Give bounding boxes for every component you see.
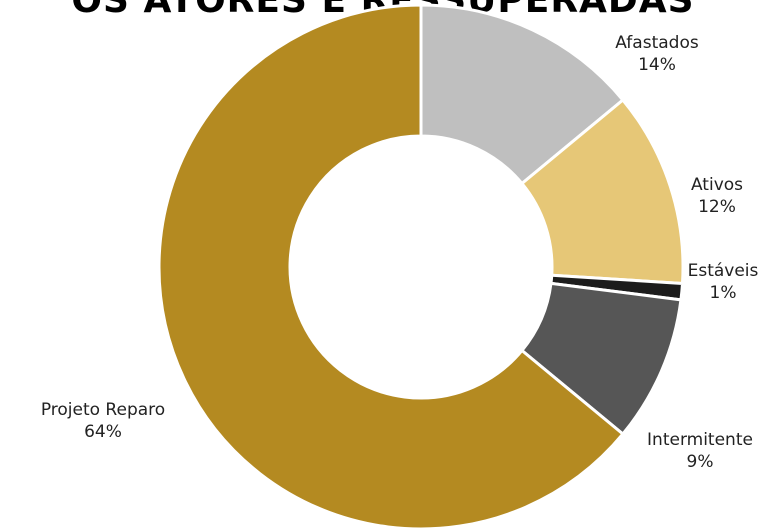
slice-percent-label: 9%	[687, 452, 714, 472]
slice-category-name: Ativos	[691, 175, 743, 195]
slice-label-projeto-reparo: Projeto Reparo 64%	[41, 400, 165, 442]
chart-slices	[157, 3, 685, 529]
slice-label-estáveis: Estáveis 1%	[688, 261, 759, 303]
slice-category-name: Estáveis	[688, 261, 759, 281]
slice-label-intermitente: Intermitente 9%	[647, 430, 753, 472]
slice-percent-label: 14%	[638, 55, 676, 75]
slice-category-name: Afastados	[615, 33, 699, 53]
chart-labels: Afastados 14% Ativos 12% Estáveis 1% Intermite…	[41, 33, 759, 472]
slice-afastados	[419, 3, 625, 185]
slice-category-name: Projeto Reparo	[41, 400, 165, 420]
slice-category-name: Intermitente	[647, 430, 753, 450]
slice-label-afastados: Afastados 14%	[615, 33, 699, 75]
slice-label-ativos: Ativos 12%	[691, 175, 743, 217]
slice-percent-label: 12%	[698, 197, 736, 217]
slice-percent-label: 64%	[84, 422, 122, 442]
slice-percent-label: 1%	[710, 283, 737, 303]
slice-projeto-reparo	[157, 3, 625, 529]
